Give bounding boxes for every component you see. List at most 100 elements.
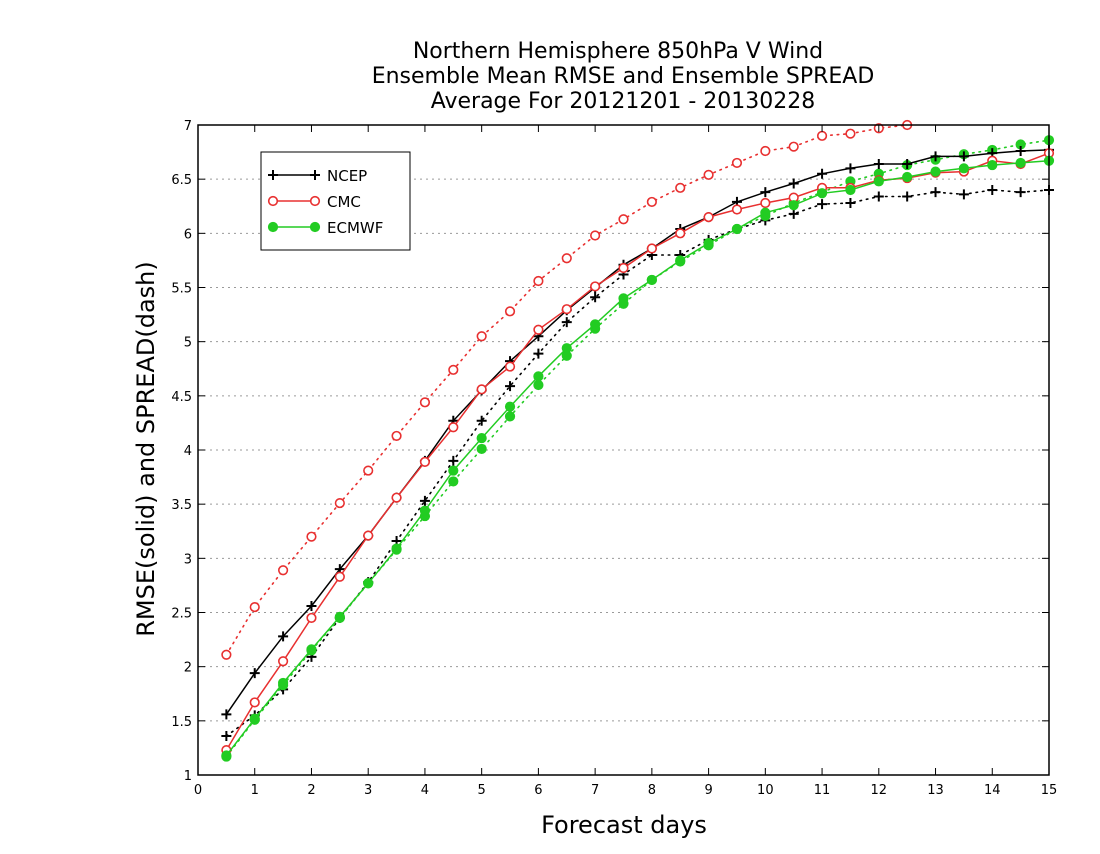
legend-marker (309, 221, 321, 233)
data-point (476, 415, 487, 426)
data-point (873, 159, 884, 169)
data-point (1015, 187, 1026, 198)
data-point (533, 324, 544, 335)
data-point (504, 411, 516, 422)
x-axis-label: Forecast days (541, 811, 707, 839)
y-tick-label: 4 (184, 444, 192, 459)
data-point (221, 649, 232, 660)
data-point (391, 492, 402, 503)
data-point (221, 750, 232, 761)
data-point (278, 631, 289, 642)
data-point (448, 422, 459, 433)
data-point (505, 381, 516, 392)
x-tick-label: 15 (1041, 783, 1058, 798)
data-point (618, 214, 629, 225)
data-point (902, 159, 913, 169)
data-point (278, 677, 289, 689)
data-point (448, 455, 459, 466)
data-point (902, 171, 913, 183)
data-point (845, 128, 856, 139)
data-point (249, 668, 260, 679)
data-point (561, 253, 572, 264)
x-axis: 0 1 2 3 4 5 6 7 8 9 10 11 12 13 14 15 (194, 125, 1057, 798)
x-tick-label: 6 (534, 783, 542, 798)
x-tick-label: 5 (478, 783, 486, 798)
data-point (675, 228, 686, 239)
y-tick-label: 6 (184, 227, 192, 242)
data-point (533, 371, 544, 382)
data-point (760, 145, 771, 157)
data-point (788, 141, 799, 152)
series-cmc-spread (221, 119, 913, 660)
x-tick-label: 0 (194, 783, 202, 798)
data-point (306, 601, 317, 611)
data-point (760, 197, 771, 209)
x-tick-label: 10 (757, 783, 774, 798)
data-point (533, 275, 544, 287)
y-tick-label: 2.5 (171, 607, 192, 622)
data-point (363, 578, 374, 589)
data-point (306, 612, 317, 624)
x-tick-label: 11 (814, 783, 831, 798)
legend-marker (309, 195, 321, 207)
data-point (448, 465, 459, 476)
data-point (419, 505, 431, 516)
data-point (703, 237, 714, 249)
data-point (278, 565, 289, 576)
series-ncep-spread (221, 185, 1054, 741)
data-point (561, 317, 572, 328)
data-point (590, 292, 601, 303)
y-tick-label: 7 (184, 119, 192, 134)
data-point (618, 262, 629, 274)
x-tick-label: 9 (704, 783, 712, 798)
data-point (590, 230, 601, 241)
data-point (731, 204, 743, 215)
data-point (306, 531, 317, 542)
legend-label: ECMWF (327, 219, 383, 237)
data-point (249, 697, 260, 708)
data-point (419, 456, 431, 468)
data-point (731, 223, 743, 235)
legend-label: NCEP (327, 167, 367, 185)
legend-marker (310, 170, 320, 180)
data-point (675, 182, 686, 193)
y-tick-label: 3 (184, 552, 192, 567)
data-point (1015, 157, 1026, 169)
y-tick-label: 2 (184, 661, 192, 676)
data-point (533, 379, 544, 391)
data-point (760, 207, 771, 218)
y-tick-label: 4.5 (171, 390, 192, 405)
y-tick-label: 1 (184, 769, 192, 784)
legend-marker (267, 195, 279, 207)
x-tick-label: 12 (871, 783, 888, 798)
data-point (675, 255, 686, 266)
chart-title-line-2: Ensemble Mean RMSE and Ensemble SPREAD (372, 64, 875, 89)
data-point (646, 196, 657, 208)
x-tick-label: 4 (421, 783, 429, 798)
y-axis: 1 1.5 2 2.5 3 3.5 4 4.5 5 5.5 6 6.5 7 (171, 119, 1049, 784)
data-point (533, 348, 544, 359)
data-point (476, 384, 487, 395)
data-point (334, 571, 345, 582)
legend-entry-ncep: NCEP (268, 167, 367, 185)
data-point (845, 184, 856, 196)
legend-entry-ecmwf: ECMWF (267, 219, 383, 237)
data-point (391, 543, 402, 554)
y-tick-label: 3.5 (171, 498, 192, 513)
data-point (221, 709, 232, 720)
y-tick-label: 5.5 (171, 282, 192, 297)
data-point (618, 293, 629, 304)
x-tick-label: 2 (307, 783, 315, 798)
data-point (788, 178, 799, 189)
data-point (646, 274, 657, 286)
data-point (334, 497, 345, 509)
data-point (221, 731, 232, 741)
data-point (930, 166, 941, 177)
data-point (930, 151, 941, 162)
y-axis-label: RMSE(solid) and SPREAD(dash) (132, 261, 160, 637)
data-point (958, 163, 970, 174)
data-point (249, 713, 260, 724)
x-tick-label: 1 (251, 783, 259, 798)
x-tick-label: 14 (984, 783, 1001, 798)
